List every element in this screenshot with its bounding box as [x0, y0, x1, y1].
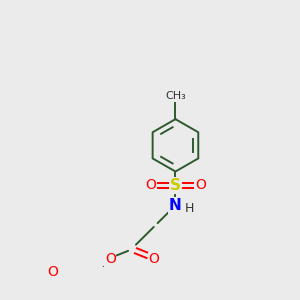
- Text: O: O: [148, 252, 159, 266]
- Text: O: O: [48, 265, 58, 279]
- Text: CH₃: CH₃: [165, 91, 186, 101]
- Text: N: N: [169, 198, 182, 213]
- Text: O: O: [195, 178, 206, 192]
- Text: O: O: [145, 178, 156, 192]
- Text: S: S: [170, 178, 181, 193]
- Text: O: O: [105, 252, 116, 266]
- Text: H: H: [185, 202, 194, 215]
